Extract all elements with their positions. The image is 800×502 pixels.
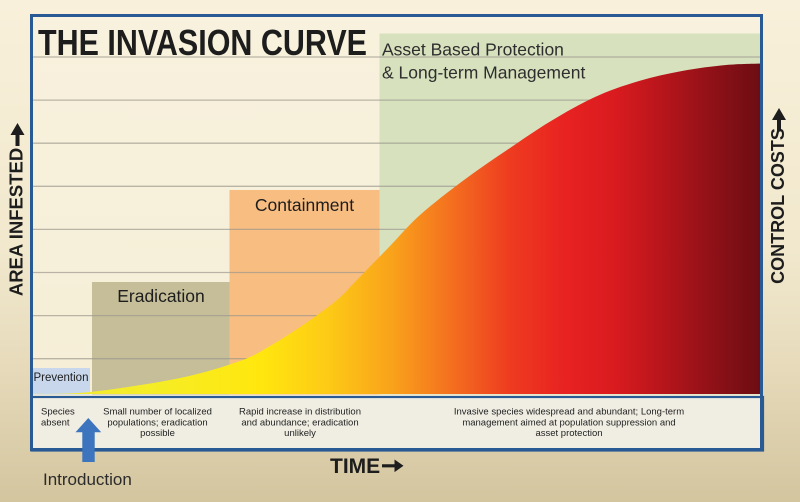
svg-text:Asset Based Protection: Asset Based Protection [382,40,564,60]
svg-text:THE INVASION CURVE: THE INVASION CURVE [38,22,367,63]
svg-text:Small number of localized: Small number of localized [103,407,212,418]
svg-text:AREA INFESTED: AREA INFESTED [5,148,26,296]
svg-text:Prevention: Prevention [34,372,89,384]
svg-text:management aimed at population: management aimed at population suppressi… [462,417,675,428]
svg-text:and abundance; eradication: and abundance; eradication [241,417,358,428]
svg-text:CONTROL COSTS: CONTROL COSTS [768,128,788,284]
svg-text:TIME: TIME [330,455,380,478]
svg-text:Introduction: Introduction [43,470,132,489]
svg-text:unlikely: unlikely [284,428,316,439]
svg-text:Invasive species widespread an: Invasive species widespread and abundant… [454,407,684,418]
svg-text:& Long-term Management: & Long-term Management [382,63,585,83]
svg-text:asset protection: asset protection [535,428,602,439]
svg-text:possible: possible [140,428,175,439]
svg-text:Rapid increase in distribution: Rapid increase in distribution [239,407,361,418]
svg-text:Containment: Containment [255,195,354,215]
svg-text:populations; eradication: populations; eradication [107,417,207,428]
svg-text:absent: absent [41,417,70,428]
svg-text:Eradication: Eradication [117,286,205,306]
svg-text:Species: Species [41,407,75,418]
